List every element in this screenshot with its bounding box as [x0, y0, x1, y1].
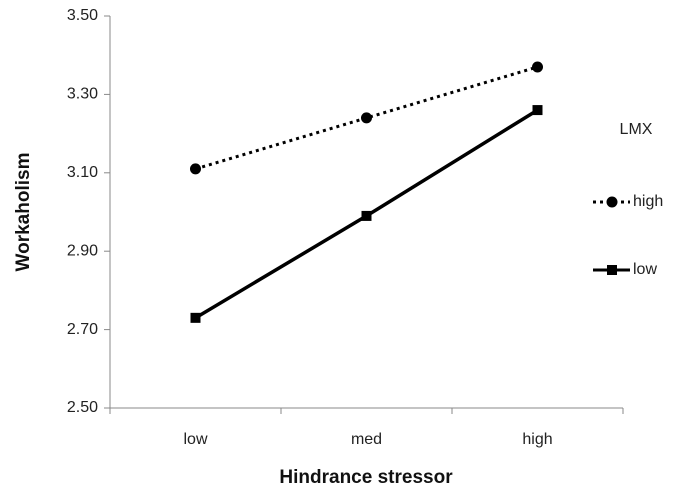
x-tick-label: med	[351, 431, 382, 448]
data-point	[361, 210, 372, 221]
y-tick-label: 2.50	[67, 399, 98, 416]
data-point	[190, 312, 201, 323]
data-point	[190, 163, 201, 175]
legend-title: LMX	[620, 121, 653, 138]
data-point	[532, 105, 543, 116]
x-tick-label: low	[183, 431, 207, 448]
legend-label: high	[633, 193, 663, 210]
legend-label: low	[633, 261, 657, 278]
legend-marker	[606, 196, 618, 208]
data-point	[361, 112, 372, 124]
x-axis-title: Hindrance stressor	[279, 467, 453, 488]
x-tick-label: high	[522, 431, 552, 448]
y-axis-title: Workaholism	[13, 153, 34, 272]
y-tick-label: 3.10	[67, 164, 98, 181]
y-tick-label: 2.90	[67, 242, 98, 259]
y-tick-label: 3.30	[67, 86, 98, 103]
y-tick-label: 3.50	[67, 7, 98, 24]
data-point	[532, 61, 543, 73]
legend-marker	[607, 265, 617, 275]
y-tick-label: 2.70	[67, 321, 98, 338]
